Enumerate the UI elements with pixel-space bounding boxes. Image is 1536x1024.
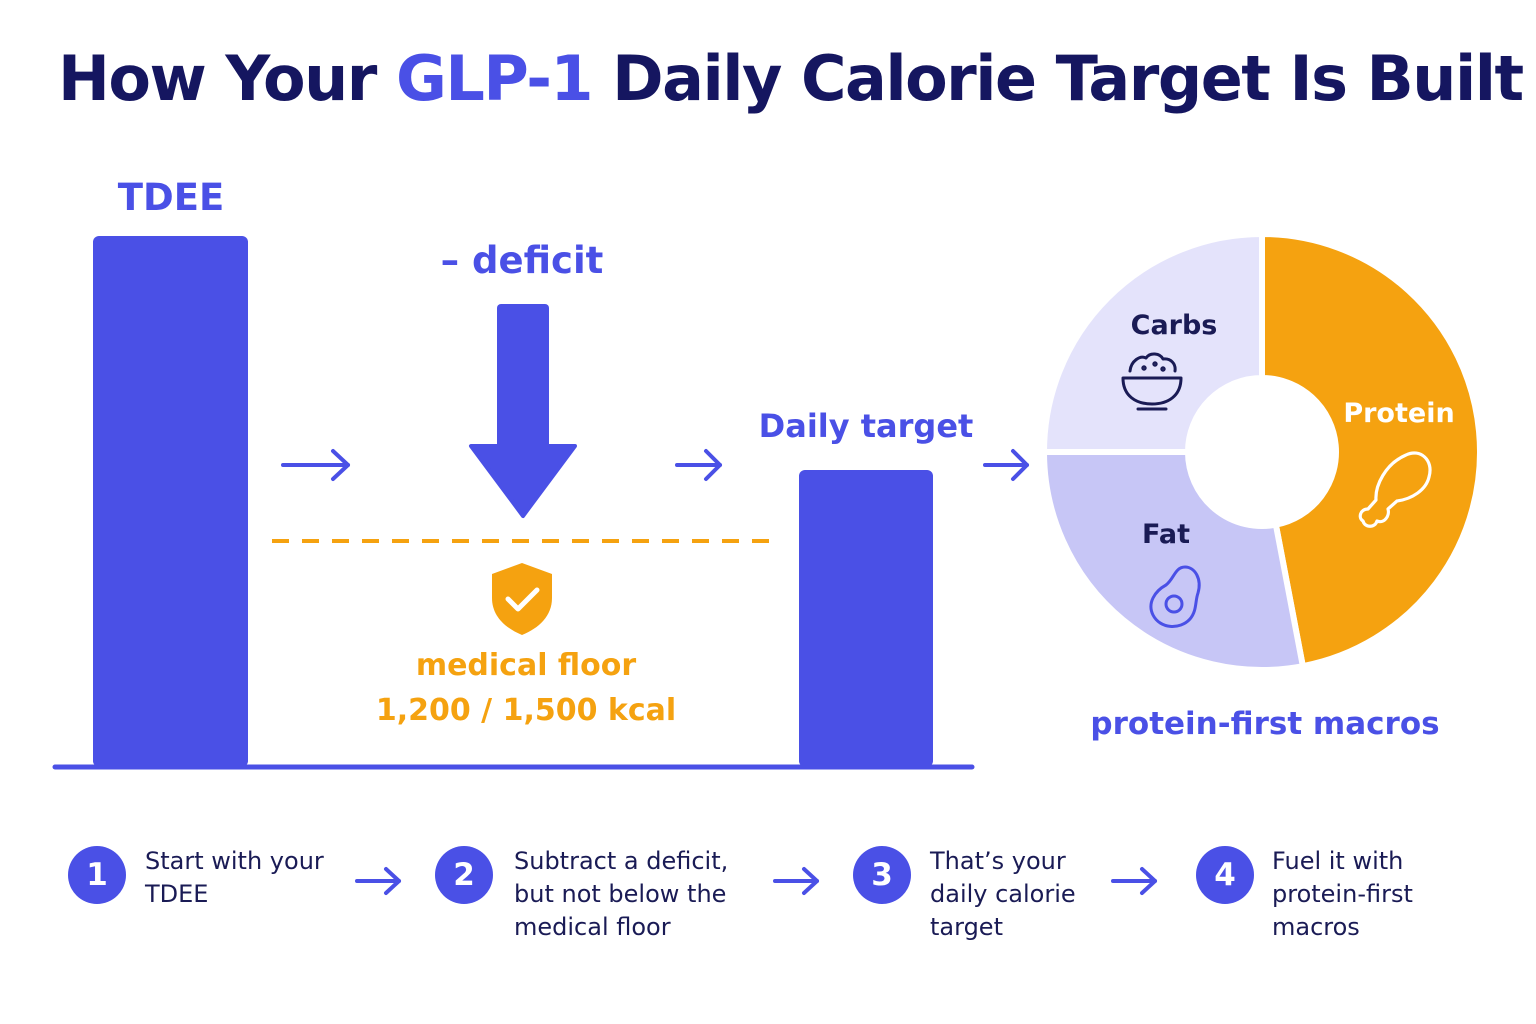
step-number-badge: 2 xyxy=(435,846,493,904)
step-description: Start with your TDEE xyxy=(145,845,365,911)
shield-check-icon xyxy=(492,563,552,635)
title-suffix: Daily Calorie Target Is Built xyxy=(612,42,1524,115)
step-line: medical floor xyxy=(514,913,671,941)
protein-label: Protein xyxy=(1343,398,1455,429)
step-arrow-icon xyxy=(1111,867,1157,895)
bowl-icon xyxy=(1121,352,1183,411)
step-line: Start with your xyxy=(145,847,324,875)
floor-values-label: 1,200 / 1,500 kcal xyxy=(375,693,677,728)
daily-target-bar xyxy=(799,470,933,767)
donut-segment-fat xyxy=(1041,449,1306,673)
daily-target-label: Daily target xyxy=(758,407,974,445)
flow-arrow-icon xyxy=(675,449,722,481)
drumstick-icon xyxy=(1358,451,1432,528)
step-line: That’s your xyxy=(930,847,1066,875)
flow-arrow-icon xyxy=(281,449,350,481)
deficit-arrow-icon xyxy=(469,304,577,518)
macros-donut xyxy=(1041,231,1483,673)
step-line: TDEE xyxy=(145,880,209,908)
title-accent: GLP-1 xyxy=(395,42,594,115)
step-number-badge: 3 xyxy=(853,846,911,904)
step-number-badge: 4 xyxy=(1196,846,1254,904)
step-description: Fuel it with protein-first macros xyxy=(1272,845,1492,944)
deficit-label: – deficit xyxy=(440,239,604,282)
step-number-badge: 1 xyxy=(68,846,126,904)
donut-segment-protein xyxy=(1259,231,1483,670)
step-line: but not below the xyxy=(514,880,727,908)
step-line: Subtract a deficit, xyxy=(514,847,729,875)
step-line: daily calorie xyxy=(930,880,1076,908)
flow-arrow-icon xyxy=(983,449,1029,481)
step-line: protein-first xyxy=(1272,880,1413,908)
step-description: Subtract a deficit, but not below the me… xyxy=(514,845,754,944)
step-arrow-icon xyxy=(355,867,401,895)
step-line: Fuel it with xyxy=(1272,847,1404,875)
carbs-label: Carbs xyxy=(1130,310,1218,341)
tdee-bar xyxy=(93,236,248,767)
tdee-label: TDEE xyxy=(117,176,225,219)
step-arrow-icon xyxy=(773,867,819,895)
step-line: macros xyxy=(1272,913,1360,941)
title-prefix: How Your xyxy=(58,42,377,115)
step-line: target xyxy=(930,913,1003,941)
fat-label: Fat xyxy=(1142,519,1190,550)
macros-caption: protein-first macros xyxy=(1090,706,1440,742)
avocado-icon xyxy=(1149,565,1201,628)
page-title: How Your GLP-1 Daily Calorie Target Is B… xyxy=(58,42,1524,115)
medical-floor-label: medical floor xyxy=(415,648,637,683)
donut-segment-carbs xyxy=(1041,231,1265,455)
step-description: That’s your daily calorie target xyxy=(930,845,1150,944)
